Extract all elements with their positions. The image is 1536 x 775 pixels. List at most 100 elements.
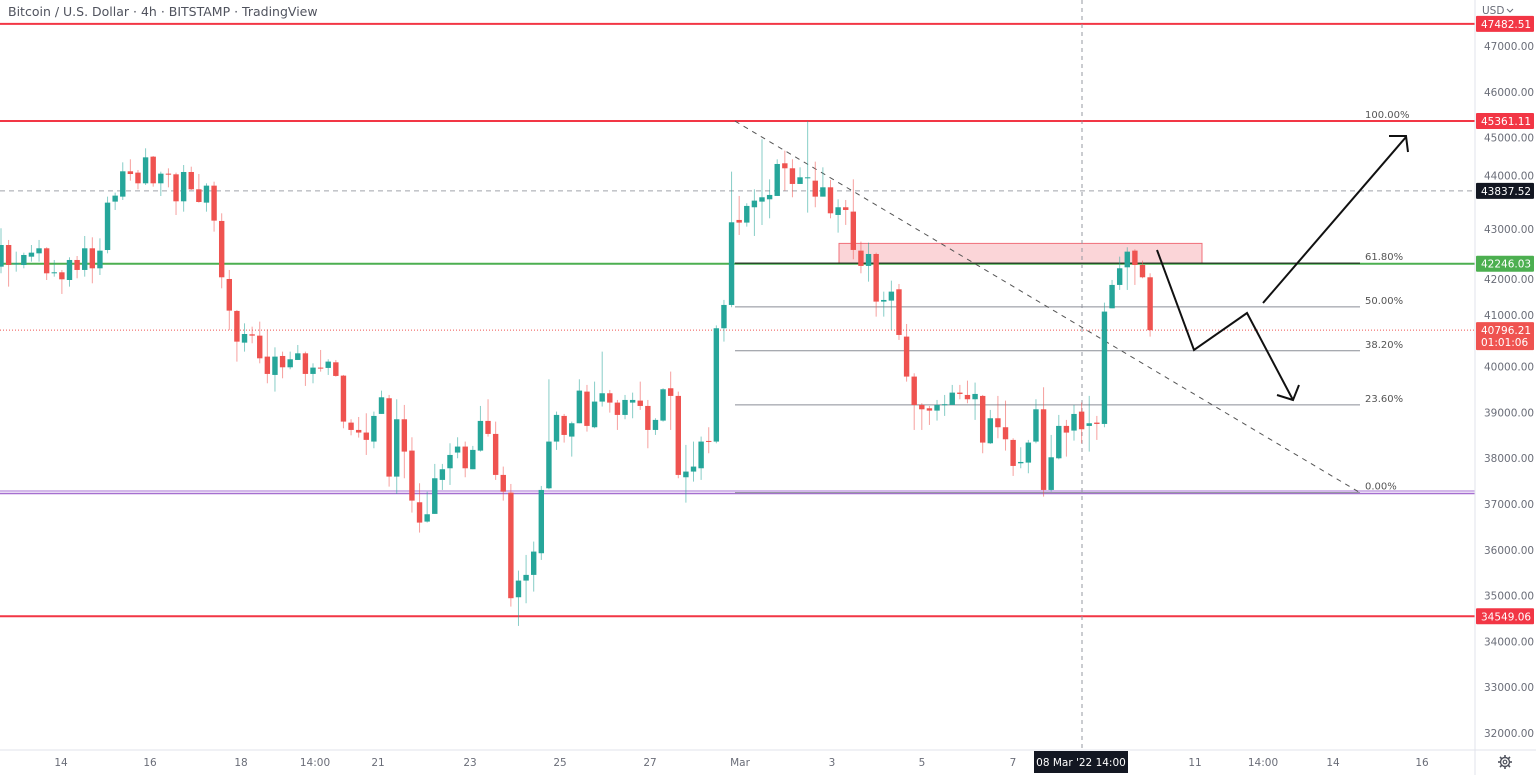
- candle: [957, 384, 963, 400]
- candle: [987, 409, 993, 444]
- time-tick-label: 11: [1188, 757, 1201, 769]
- candle-body: [89, 248, 96, 269]
- candle: [51, 259, 57, 277]
- candle-body: [667, 388, 674, 396]
- candle-body: [660, 389, 666, 421]
- candle: [858, 241, 864, 274]
- last-price-label: 40796.21: [1481, 325, 1531, 337]
- price-tick-label: 38000.00: [1484, 453, 1534, 465]
- candle-body: [295, 353, 301, 360]
- candle: [340, 374, 347, 429]
- candle: [812, 161, 818, 208]
- candle: [0, 228, 4, 274]
- candle-body: [736, 219, 742, 223]
- candle: [66, 257, 73, 287]
- candle: [721, 299, 727, 342]
- candle: [903, 323, 910, 382]
- candle-body: [523, 574, 529, 581]
- candle-body: [797, 177, 803, 184]
- candle-body: [614, 402, 621, 415]
- candle-body: [409, 450, 415, 501]
- candle: [766, 179, 773, 219]
- candle-body: [553, 414, 560, 442]
- price-axis[interactable]: 47000.00 46000.00 45000.00 44000.00 43000.00…: [1484, 41, 1534, 740]
- price-tick-label: 37000.00: [1484, 499, 1534, 511]
- candle: [104, 196, 111, 254]
- candle-body: [218, 220, 225, 278]
- candle: [751, 189, 758, 236]
- candle: [888, 280, 895, 330]
- candle-body: [873, 253, 879, 302]
- candle: [180, 164, 187, 212]
- candle-body: [188, 171, 194, 190]
- candle: [759, 139, 765, 225]
- candle: [424, 491, 430, 523]
- candle: [645, 399, 651, 449]
- price-tick-label: 35000.00: [1484, 591, 1534, 603]
- candle-body: [1147, 277, 1153, 331]
- candle: [713, 325, 720, 444]
- candle-body: [454, 446, 461, 453]
- candle-body: [5, 245, 12, 265]
- candle-body: [378, 397, 385, 414]
- candle: [1033, 399, 1039, 444]
- candle-body: [508, 492, 514, 599]
- candle-body: [500, 474, 506, 492]
- candle: [416, 483, 423, 533]
- candle: [1025, 439, 1032, 474]
- candle: [508, 483, 514, 607]
- candle-body: [926, 408, 933, 411]
- candle-body: [774, 163, 780, 196]
- crosshair-time-label: 08 Mar '22 14:00: [1034, 751, 1128, 773]
- candle-body: [59, 272, 65, 280]
- candle: [394, 399, 400, 494]
- candle: [774, 159, 780, 196]
- candle: [782, 150, 788, 191]
- candle-body: [690, 466, 697, 472]
- candle: [744, 203, 750, 227]
- candle: [249, 326, 255, 344]
- candle-body: [28, 252, 35, 257]
- gear-icon[interactable]: [1498, 755, 1512, 769]
- time-tick-label: 3: [829, 757, 836, 769]
- last-price-tag: [1476, 322, 1534, 351]
- candle-body: [1010, 439, 1016, 466]
- price-tag-label: 34549.06: [1481, 611, 1531, 623]
- candle-body: [150, 156, 156, 184]
- candle-body: [804, 177, 811, 179]
- candle-body: [74, 259, 80, 270]
- candle: [378, 390, 385, 414]
- candle: [515, 570, 522, 626]
- candle-body: [744, 205, 750, 223]
- candle-body: [820, 187, 826, 197]
- candle: [690, 441, 697, 482]
- candle-body: [987, 418, 993, 444]
- candle-body: [706, 440, 712, 442]
- candle-body: [979, 395, 986, 443]
- candle: [1147, 273, 1153, 337]
- currency-selector[interactable]: USD: [1482, 5, 1514, 17]
- candle: [569, 421, 575, 457]
- candle-body: [546, 441, 552, 489]
- candle-body: [257, 335, 263, 359]
- candle: [660, 388, 666, 422]
- candle-body: [333, 362, 339, 376]
- candle-body: [120, 171, 126, 197]
- candle: [926, 405, 933, 425]
- candle: [1018, 447, 1024, 469]
- fib-level-label: 50.00%: [1365, 296, 1403, 307]
- candle-body: [964, 394, 971, 400]
- candle-body: [432, 478, 438, 514]
- candle: [843, 199, 849, 225]
- time-axis[interactable]: 14 16 18 14:00 21 23 25 27 Mar 3 5 7 11 14:00 14 16: [54, 757, 1429, 769]
- candle-body: [721, 304, 727, 329]
- candle: [462, 441, 468, 478]
- candle-body: [1056, 425, 1062, 459]
- candle-body: [13, 263, 19, 265]
- candle: [82, 235, 88, 277]
- candle-body: [949, 392, 955, 405]
- candle-body: [584, 391, 590, 426]
- candle-body: [576, 390, 583, 424]
- bearish-projection-path: [1156, 249, 1294, 401]
